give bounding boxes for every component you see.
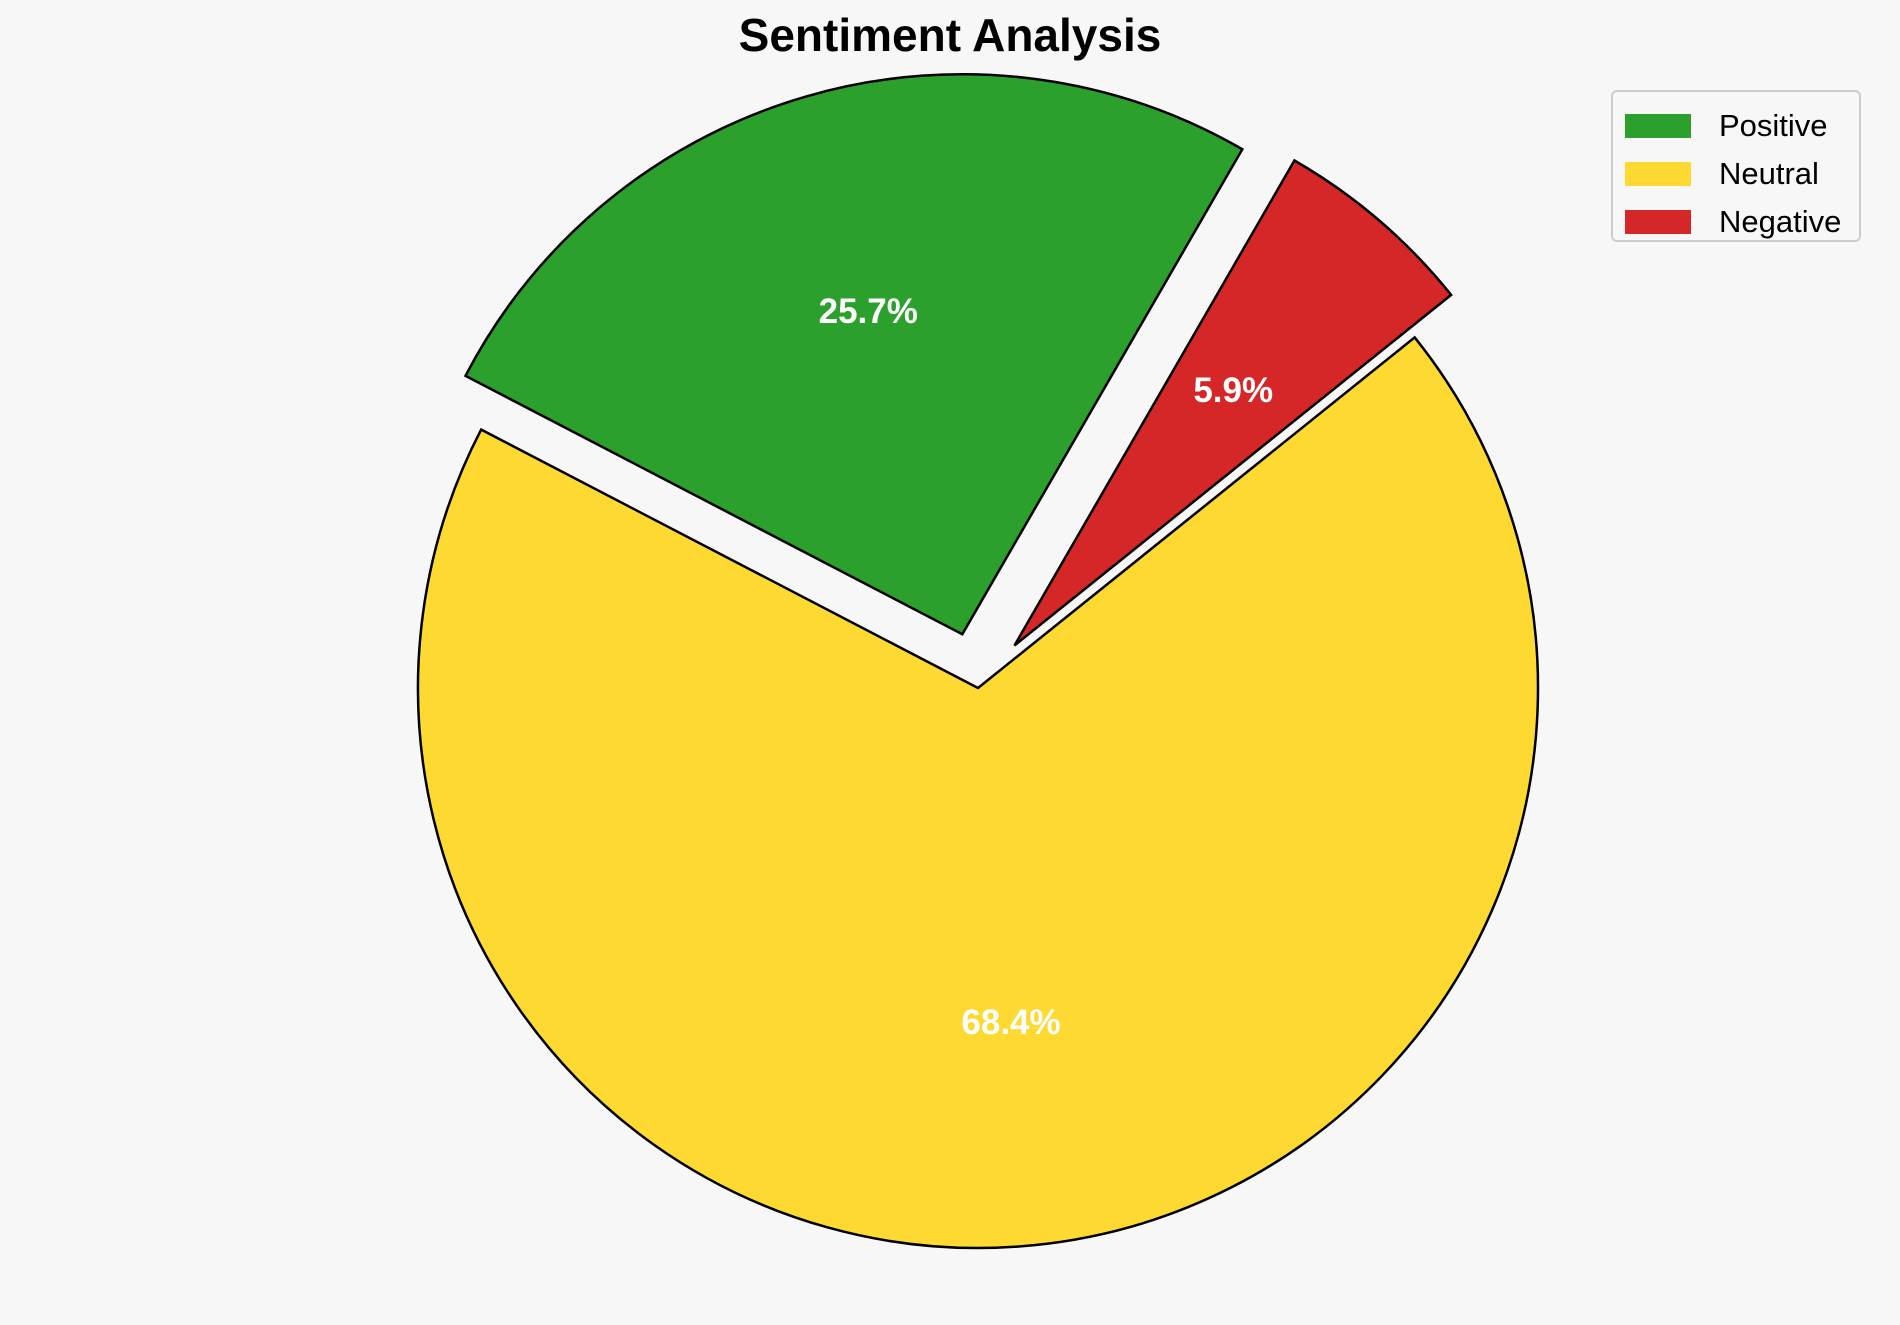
pie-slice-negative (1013, 158, 1453, 647)
legend-swatch-positive (1625, 114, 1691, 138)
legend-label-negative: Negative (1719, 204, 1842, 239)
legend-swatch-neutral (1625, 162, 1691, 186)
slice-label-neutral: 68.4% (961, 1003, 1060, 1042)
pie-slice-neutral (416, 335, 1540, 1250)
chart-title: Sentiment Analysis (738, 9, 1162, 61)
legend-label-neutral: Neutral (1719, 156, 1819, 191)
legend-item-negative: Negative (1625, 198, 1847, 246)
legend: Positive Neutral Negative (1611, 90, 1861, 242)
legend-label-positive: Positive (1719, 108, 1828, 143)
legend-item-neutral: Neutral (1625, 150, 1847, 198)
slice-label-positive: 25.7% (819, 292, 918, 331)
legend-swatch-negative (1625, 210, 1691, 234)
legend-item-positive: Positive (1625, 102, 1847, 150)
slice-label-negative: 5.9% (1193, 371, 1273, 410)
pie-slice-positive (463, 72, 1245, 636)
